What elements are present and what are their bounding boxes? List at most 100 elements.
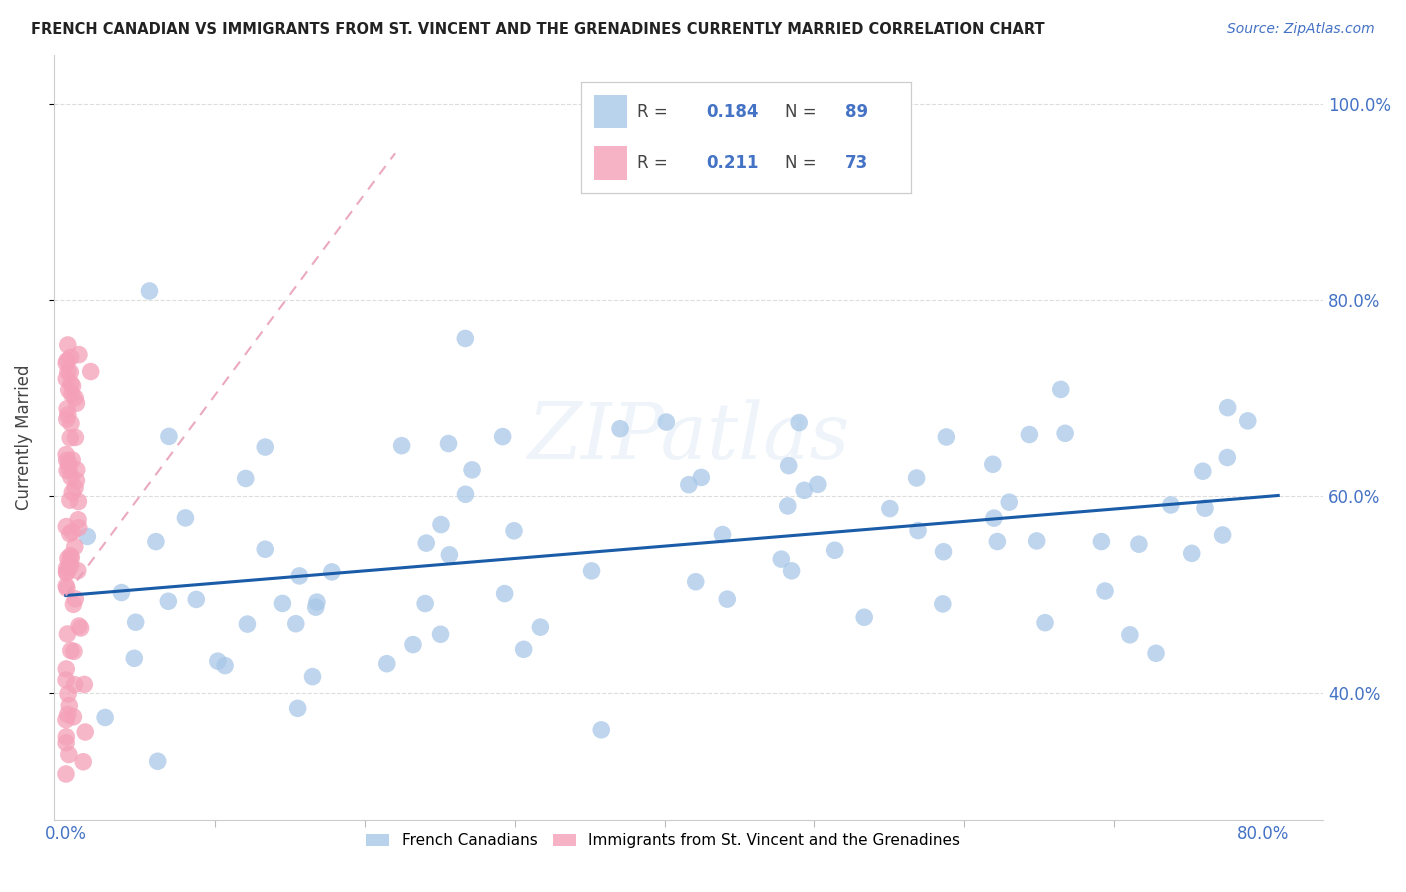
Legend: French Canadians, Immigrants from St. Vincent and the Grenadines: French Canadians, Immigrants from St. Vi… [360,827,966,855]
Point [907,524,929,538]
Point [60,387,83,401]
Point [58,698,80,713]
Point [1094,584,1116,599]
Point [581,564,603,578]
Point [503,524,526,538]
Point [59,351,82,365]
Point [986,534,1008,549]
Point [770,552,793,566]
Point [55,662,77,676]
Point [55,372,77,386]
Point [58,747,80,762]
Point [454,487,477,501]
Point [59,431,82,445]
Point [254,542,277,557]
Point [157,429,180,443]
Point [1033,615,1056,630]
Point [207,654,229,668]
Point [1216,450,1239,465]
Point [824,543,846,558]
Point [56,707,79,722]
Point [787,416,810,430]
Point [66,463,89,477]
Point [59,417,82,431]
Point [55,767,77,781]
Point [56,687,79,701]
Point [287,701,309,715]
Point [56,627,79,641]
Point [591,723,613,737]
Point [60,551,83,566]
Point [56,408,79,422]
Point [1194,501,1216,516]
Point [711,527,734,541]
Point [60,524,83,539]
Point [80,365,103,379]
Point [73,677,96,691]
Point [1181,546,1204,560]
Point [236,617,259,632]
Point [655,415,678,429]
Point [905,471,928,485]
Point [63,481,86,495]
Point [1191,464,1213,478]
Point [62,379,84,393]
Point [56,401,79,416]
Point [1119,628,1142,642]
Point [437,436,460,450]
Point [1128,537,1150,551]
Point [62,710,84,724]
Point [1212,528,1234,542]
Point [65,396,87,410]
Point [157,594,180,608]
Point [55,673,77,687]
Point [59,526,82,541]
Point [56,338,79,352]
Point [63,678,86,692]
Point [321,565,343,579]
Text: Source: ZipAtlas.com: Source: ZipAtlas.com [1227,22,1375,37]
Point [491,429,513,443]
Point [65,474,87,488]
Point [415,536,437,550]
Point [59,643,82,657]
Point [55,561,77,575]
Point [271,596,294,610]
Point [254,440,277,454]
Point [67,513,90,527]
Point [284,616,307,631]
Point [439,548,461,562]
Point [301,670,323,684]
Point [67,348,90,362]
Point [174,511,197,525]
Point [932,597,955,611]
Point [214,658,236,673]
Point [998,495,1021,509]
Point [59,558,82,573]
Point [375,657,398,671]
Point [1090,534,1112,549]
Point [305,595,328,609]
Point [138,284,160,298]
Point [67,619,90,633]
Point [391,439,413,453]
Point [63,540,86,554]
Text: FRENCH CANADIAN VS IMMIGRANTS FROM ST. VINCENT AND THE GRENADINES CURRENTLY MARR: FRENCH CANADIAN VS IMMIGRANTS FROM ST. V… [31,22,1045,37]
Point [879,501,901,516]
Point [1216,401,1239,415]
Point [430,517,453,532]
Point [56,353,79,368]
Point [305,600,328,615]
Point [793,483,815,498]
Point [63,391,86,405]
Point [56,551,79,566]
Point [56,412,79,426]
Point [1160,498,1182,512]
Point [56,365,79,379]
Point [69,621,91,635]
Point [60,453,83,467]
Point [63,644,86,658]
Point [55,566,77,580]
Point [685,574,707,589]
Point [58,556,80,570]
